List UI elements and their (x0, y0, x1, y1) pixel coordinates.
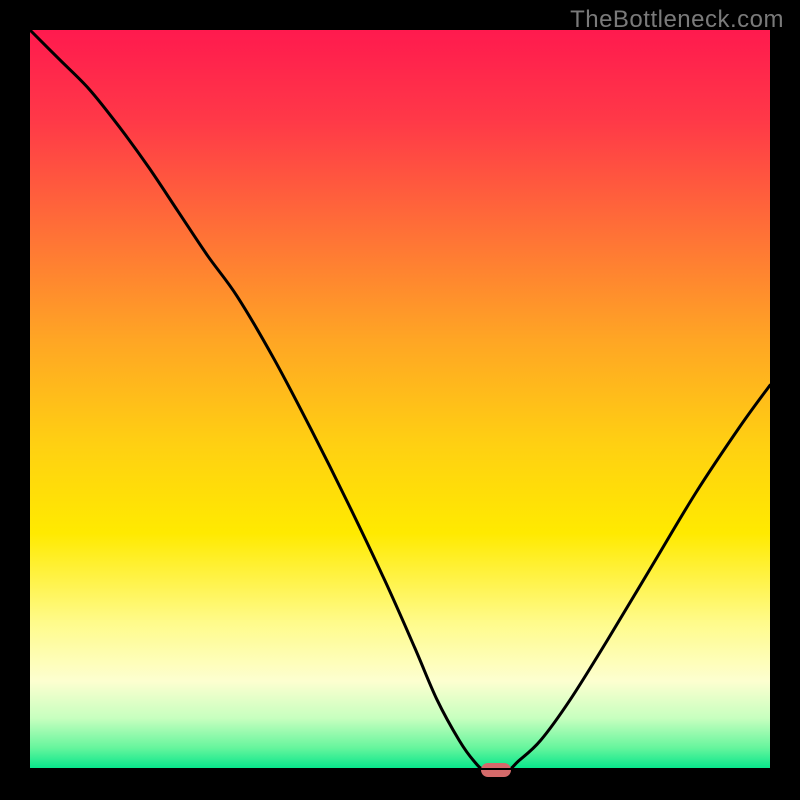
bottleneck-curve-svg (30, 30, 770, 770)
optimal-marker (481, 763, 511, 777)
chart-container: TheBottleneck.com (0, 0, 800, 800)
bottleneck-curve-path (30, 30, 770, 771)
plot-area (30, 30, 770, 770)
x-axis-line (30, 768, 770, 770)
watermark-text: TheBottleneck.com (570, 6, 784, 34)
